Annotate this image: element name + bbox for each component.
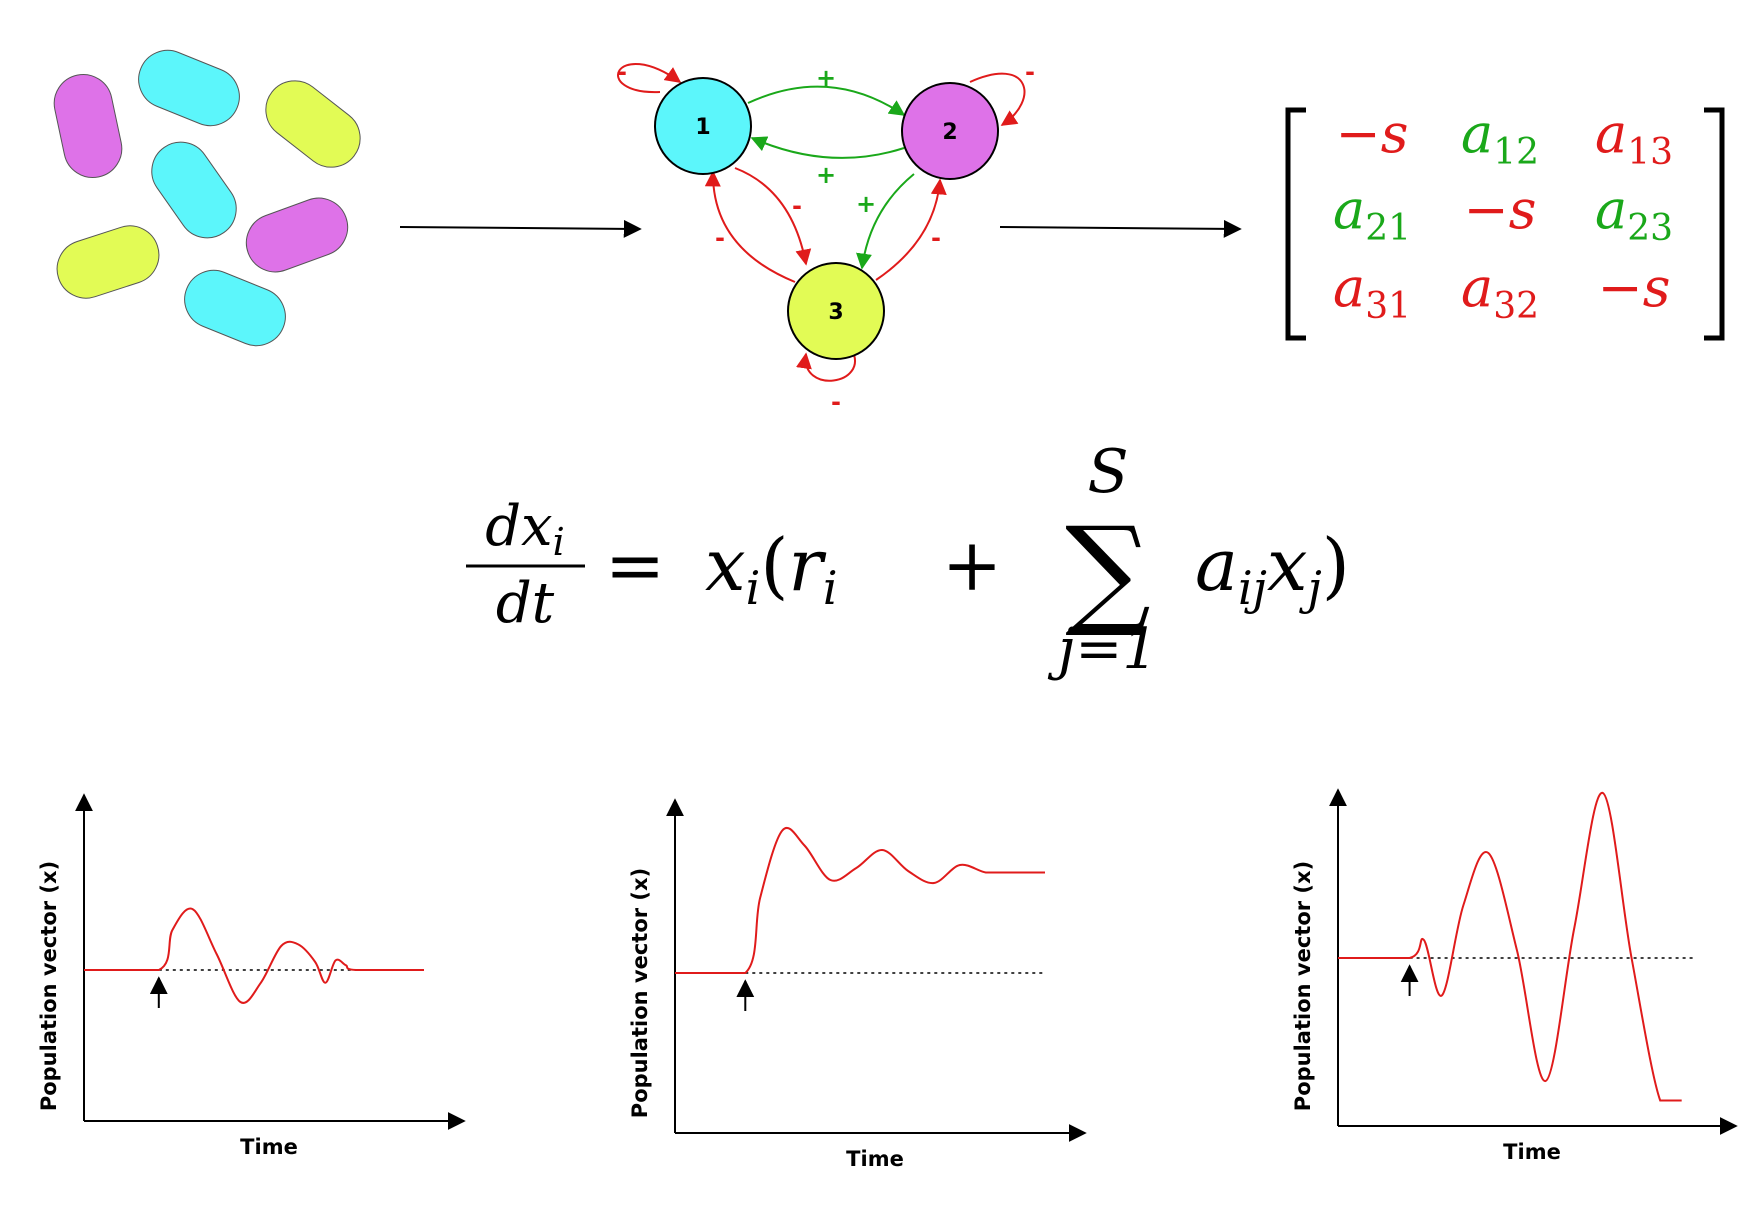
matrix-left-bracket <box>1285 107 1306 341</box>
node-2-label: 2 <box>942 120 957 145</box>
y-axis-label: Population vector (x) <box>1291 861 1315 1111</box>
eq-sum-lower: j=1 <box>1047 617 1158 682</box>
population-series-line <box>675 826 1045 974</box>
sign-self-loop-1: - <box>617 58 627 86</box>
glv-equation: dxi dt = xi(ri + S ∑ j=1 aijxj) <box>466 437 1350 682</box>
sign-edge-3-to-1: - <box>715 224 725 252</box>
self-loop-3 <box>796 349 856 382</box>
edge-2-to-3 <box>856 173 915 270</box>
sign-edge-2-to-3: + <box>856 190 876 218</box>
self-loop-1 <box>617 63 682 94</box>
x-axis-label: Time <box>1503 1140 1561 1164</box>
node-1 <box>654 77 752 175</box>
population-dynamics-plots: Time Population vector (x) Time Population … <box>37 788 1738 1171</box>
edge-3-to-2 <box>875 178 947 281</box>
eq-equals: = <box>605 523 665 607</box>
plot-3: Time Population vector (x) <box>1291 788 1738 1164</box>
eq-sum-upper: S <box>1087 437 1128 507</box>
microbe-cell <box>184 269 286 347</box>
edge-3-to-1 <box>704 170 796 283</box>
eq-denominator: dt <box>496 571 555 636</box>
matrix-right-bracket <box>1704 107 1725 341</box>
matrix-cell-2-2: −s <box>1464 178 1537 241</box>
x-axis-label: Time <box>240 1135 298 1159</box>
matrix-cell-2-3: a23 <box>1595 178 1673 249</box>
sign-self-loop-2: - <box>1025 58 1035 86</box>
matrix-cell-1-3: a13 <box>1595 102 1673 173</box>
matrix-cell-3-2: a32 <box>1461 256 1539 327</box>
node-3-label: 3 <box>828 300 843 325</box>
plot-1: Time Population vector (x) <box>37 793 466 1159</box>
sign-edge-1-to-2: + <box>816 64 836 92</box>
edge-1-to-3 <box>734 167 812 266</box>
edge-2-to-1 <box>750 136 905 159</box>
x-axis-label: Time <box>846 1147 904 1171</box>
eq-lhs: xi(ri <box>705 523 838 615</box>
population-series-line <box>84 907 424 1004</box>
eq-numerator: dxi <box>485 494 565 564</box>
self-loop-2 <box>969 72 1026 126</box>
matrix-cell-1-1: −s <box>1336 102 1409 165</box>
sign-edge-2-to-1: + <box>816 161 836 189</box>
sign-edge-3-to-2: - <box>931 224 941 252</box>
flow-arrow-network-to-matrix <box>999 219 1242 238</box>
microbe-cell <box>265 80 361 168</box>
microbial-community <box>53 49 361 347</box>
matrix-cell-3-3: −s <box>1598 256 1671 319</box>
node-2 <box>901 82 999 180</box>
microbe-cell <box>53 74 123 178</box>
matrix-cell-2-1: a21 <box>1333 178 1411 249</box>
edge-1-to-2 <box>747 85 906 116</box>
matrix-cell-3-1: a31 <box>1333 256 1411 327</box>
sign-self-loop-3: - <box>831 388 841 416</box>
interaction-network: + + + - - - - - - 1 2 3 <box>617 58 1035 416</box>
flow-arrow-community-to-network <box>399 219 642 238</box>
node-3 <box>787 262 885 360</box>
y-axis-label: Population vector (x) <box>37 861 61 1111</box>
microbe-cell <box>245 197 349 273</box>
microbe-cell <box>56 225 160 299</box>
node-1-label: 1 <box>695 115 710 140</box>
eq-sum-symbol: ∑ <box>1065 502 1151 641</box>
population-series-line <box>1338 791 1682 1102</box>
eq-plus: + <box>942 523 1002 607</box>
matrix-cell-1-2: a12 <box>1461 102 1539 173</box>
eq-rhs: aijxj) <box>1195 523 1350 615</box>
microbe-cell <box>138 49 240 127</box>
y-axis-label: Population vector (x) <box>628 868 652 1118</box>
sign-edge-1-to-3: - <box>792 192 802 220</box>
microbe-cell <box>151 141 237 239</box>
plot-2: Time Population vector (x) <box>628 798 1087 1171</box>
